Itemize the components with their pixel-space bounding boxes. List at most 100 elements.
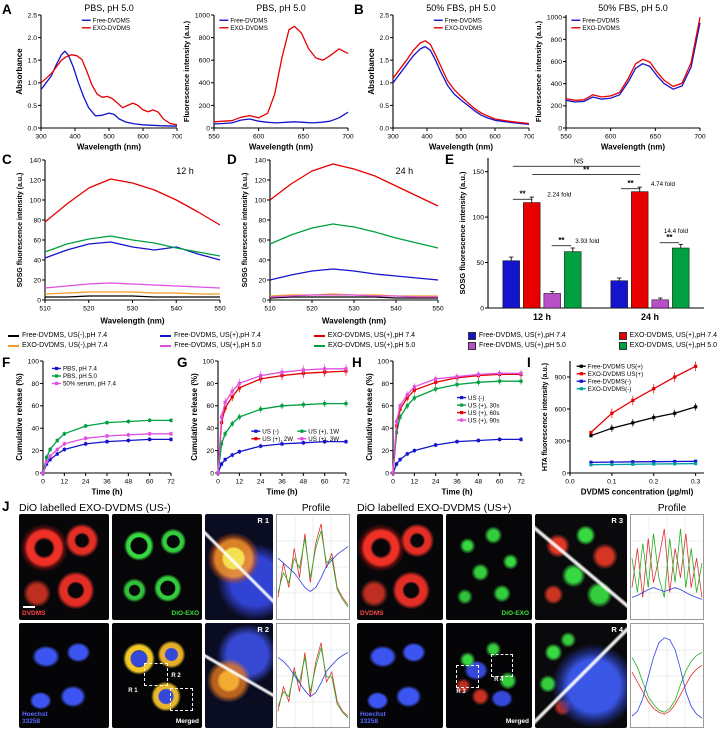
svg-text:0: 0 <box>35 470 39 477</box>
svg-text:0.1: 0.1 <box>607 479 617 486</box>
microscopy-block-us-plus: DiO labelled EXO-DVDMS (US+) Profile DVD… <box>357 499 709 728</box>
panel-label-c: C <box>2 152 12 167</box>
panel-label-b: B <box>354 2 364 17</box>
line-swatch <box>313 344 325 347</box>
svg-text:2.5: 2.5 <box>380 12 390 19</box>
micro-dvdms-image: DVDMS <box>357 514 443 620</box>
chart-absorbance-fbs: 0.0 0.5 1.0 1.5 2.0 2.5 300 400 500 600 700 50% FBS… <box>367 2 535 152</box>
svg-text:700: 700 <box>171 134 182 141</box>
svg-text:EXO-DVDMS: EXO-DVDMS <box>230 25 267 32</box>
svg-text:1000: 1000 <box>547 15 562 22</box>
svg-text:600: 600 <box>605 134 617 141</box>
profile-plot-r1 <box>276 514 350 620</box>
svg-text:50% FBS, pH 5.0: 50% FBS, pH 5.0 <box>426 3 496 13</box>
dio-label: DiO-EXO <box>501 609 529 617</box>
svg-text:300: 300 <box>387 134 399 141</box>
svg-text:60: 60 <box>206 403 214 410</box>
svg-text:48: 48 <box>300 479 308 486</box>
svg-text:36: 36 <box>453 479 461 486</box>
micro-dio-image: DiO-EXO <box>446 514 532 620</box>
svg-text:0: 0 <box>562 470 566 477</box>
merged-label: Merged <box>175 718 199 726</box>
svg-text:60: 60 <box>381 403 389 410</box>
zoom-r3-image: R 3 <box>535 514 627 620</box>
svg-text:80: 80 <box>206 381 214 388</box>
svg-text:550: 550 <box>432 306 444 313</box>
svg-text:Wavelength (nm): Wavelength (nm) <box>249 143 313 152</box>
svg-text:48: 48 <box>475 479 483 486</box>
svg-text:4.74 fold: 4.74 fold <box>651 181 676 188</box>
svg-text:20: 20 <box>31 448 39 455</box>
microscopy-title: DiO labelled EXO-DVDMS (US+) <box>357 502 512 514</box>
panel-label-g: G <box>177 355 188 370</box>
svg-text:**: ** <box>627 179 634 188</box>
svg-text:530: 530 <box>348 306 360 313</box>
svg-text:100: 100 <box>473 214 485 221</box>
svg-text:12: 12 <box>236 479 244 486</box>
svg-text:0.0: 0.0 <box>28 125 38 132</box>
square-swatch <box>468 341 476 350</box>
svg-text:60: 60 <box>33 237 41 244</box>
svg-text:36: 36 <box>103 479 111 486</box>
zoom-r4-image: R 4 <box>535 622 627 728</box>
svg-text:20: 20 <box>206 448 214 455</box>
svg-text:100: 100 <box>203 358 215 365</box>
svg-text:12: 12 <box>61 479 69 486</box>
svg-text:150: 150 <box>473 169 485 176</box>
svg-text:24: 24 <box>82 479 90 486</box>
svg-text:700: 700 <box>694 134 706 141</box>
square-swatch <box>467 331 476 340</box>
svg-text:800: 800 <box>199 35 211 42</box>
svg-text:1.5: 1.5 <box>380 58 390 65</box>
svg-text:SOSG fluorescence intensity (a: SOSG fluorescence intensity (a.u.) <box>458 171 467 294</box>
svg-text:72: 72 <box>167 479 175 486</box>
svg-text:0: 0 <box>216 479 220 486</box>
panel-label-i: I <box>527 355 531 370</box>
scale-bar <box>23 605 35 608</box>
svg-text:72: 72 <box>342 479 350 486</box>
svg-text:Free-DVDMS(-): Free-DVDMS(-) <box>588 378 631 385</box>
svg-text:80: 80 <box>33 217 41 224</box>
microscopy-title: DiO labelled EXO-DVDMS (US-) <box>19 502 171 514</box>
svg-text:US (+), 30s: US (+), 30s <box>468 402 499 409</box>
svg-text:50% serum, pH 7.4: 50% serum, pH 7.4 <box>63 381 117 388</box>
svg-text:0: 0 <box>210 470 214 477</box>
svg-text:72: 72 <box>517 479 525 486</box>
row-cde: C 0 20 40 60 80 100 120 140 510 520 530 540 550 Wavel… <box>2 152 723 326</box>
legend-label: EXO-DVDMS, US(+),pH 5.0 <box>327 341 416 349</box>
svg-text:Free-DVDMS: Free-DVDMS <box>230 17 267 24</box>
line-swatch <box>160 334 171 337</box>
micro-merged-image: R 3 R 4 Merged <box>446 622 532 728</box>
svg-text:0: 0 <box>41 479 45 486</box>
microscopy-grid: DVDMS Hoechst 33258 DiO-EXO R 1 <box>19 514 353 728</box>
svg-text:**: ** <box>558 236 565 245</box>
svg-text:HTA fluorescence intensity (a.: HTA fluorescence intensity (a.u.) <box>542 363 549 471</box>
svg-text:650: 650 <box>298 134 310 141</box>
legend-item: Free-DVDMS, US(+),pH 7.4 <box>467 331 566 340</box>
svg-text:Fluorescence intensity (a.u.): Fluorescence intensity (a.u.) <box>534 20 543 122</box>
roi-box-r4 <box>490 654 514 678</box>
svg-text:700: 700 <box>342 134 354 141</box>
svg-text:530: 530 <box>127 306 139 313</box>
svg-text:40: 40 <box>206 426 214 433</box>
zoom-r1-label: R 1 <box>257 516 269 525</box>
svg-text:140: 140 <box>255 157 267 164</box>
svg-text:550: 550 <box>208 134 220 141</box>
legend-label: Free-DVDMS, US(+),pH 7.4 <box>478 331 566 339</box>
roi-label-r4: R 4 <box>494 677 504 684</box>
chart-fluorescence-fbs: 0 200 400 600 800 1000 550 600 650 700 50% FBS, pH… <box>534 2 706 152</box>
roi-label-r1: R 1 <box>128 687 138 694</box>
legend-item: Free-DVDMS, US(+),pH 5.0 <box>160 342 261 350</box>
legend-item: EXO-DVDMS, US(+),pH 7.4 <box>618 331 717 340</box>
zoom-r2-image: R 2 <box>205 622 273 728</box>
svg-text:540: 540 <box>171 306 183 313</box>
svg-text:2.0: 2.0 <box>380 35 390 42</box>
legend-item: Free-DVDMS, US(+),pH 5.0 <box>468 341 566 350</box>
panel-label-j: J <box>2 499 10 514</box>
svg-text:0: 0 <box>391 479 395 486</box>
svg-text:0: 0 <box>262 297 266 304</box>
svg-text:540: 540 <box>390 306 402 313</box>
svg-text:550: 550 <box>560 134 572 141</box>
svg-text:20: 20 <box>258 277 266 284</box>
svg-text:US (+), 1W: US (+), 1W <box>308 428 339 435</box>
